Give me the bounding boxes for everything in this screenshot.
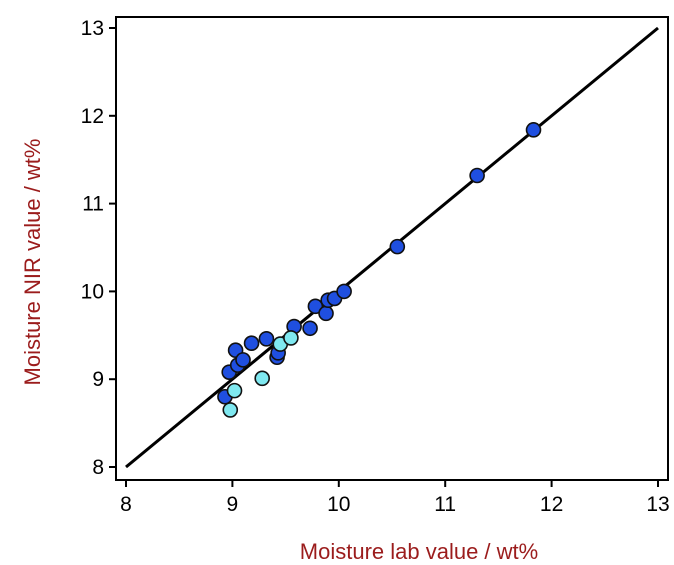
y-tick-label: 13: [81, 17, 104, 40]
data-point-calibration: [302, 320, 318, 337]
data-point-calibration: [235, 352, 251, 368]
data-point-calibration: [318, 305, 334, 322]
axes: [115, 16, 669, 481]
x-tick-label: 8: [120, 493, 132, 516]
data-point-calibration: [525, 122, 542, 138]
y-tick-label: 9: [92, 368, 104, 391]
x-tick-label: 10: [327, 493, 350, 516]
data-point-calibration: [243, 335, 260, 352]
y-axis-title: Moisture NIR value / wt%: [20, 139, 45, 386]
data-point-calibration: [469, 167, 485, 184]
x-tick-label: 12: [540, 493, 563, 516]
data-point-validation: [226, 382, 243, 399]
plot-frame: [115, 16, 669, 481]
data-point-calibration: [389, 238, 406, 255]
x-tick-label: 11: [434, 493, 456, 516]
data-point-validation: [283, 330, 299, 346]
y-tick-label: 12: [81, 105, 104, 128]
tick-labels: 8 9 10 11 12 13 8 9 10 11 12 13: [81, 17, 670, 516]
x-tick-label: 9: [227, 493, 239, 516]
x-tick-label: 13: [646, 493, 669, 516]
data-point-calibration: [258, 331, 275, 347]
y-tick-label: 8: [92, 456, 104, 479]
data-point-calibration: [307, 298, 324, 315]
data-point-validation: [254, 370, 270, 387]
data-point-validation: [222, 402, 239, 418]
data-point-calibration: [336, 283, 352, 300]
points-layer: [217, 122, 542, 418]
x-axis-title: Moisture lab value / wt%: [300, 539, 538, 564]
y-tick-label: 10: [81, 280, 104, 303]
y-tick-label: 11: [82, 193, 104, 216]
